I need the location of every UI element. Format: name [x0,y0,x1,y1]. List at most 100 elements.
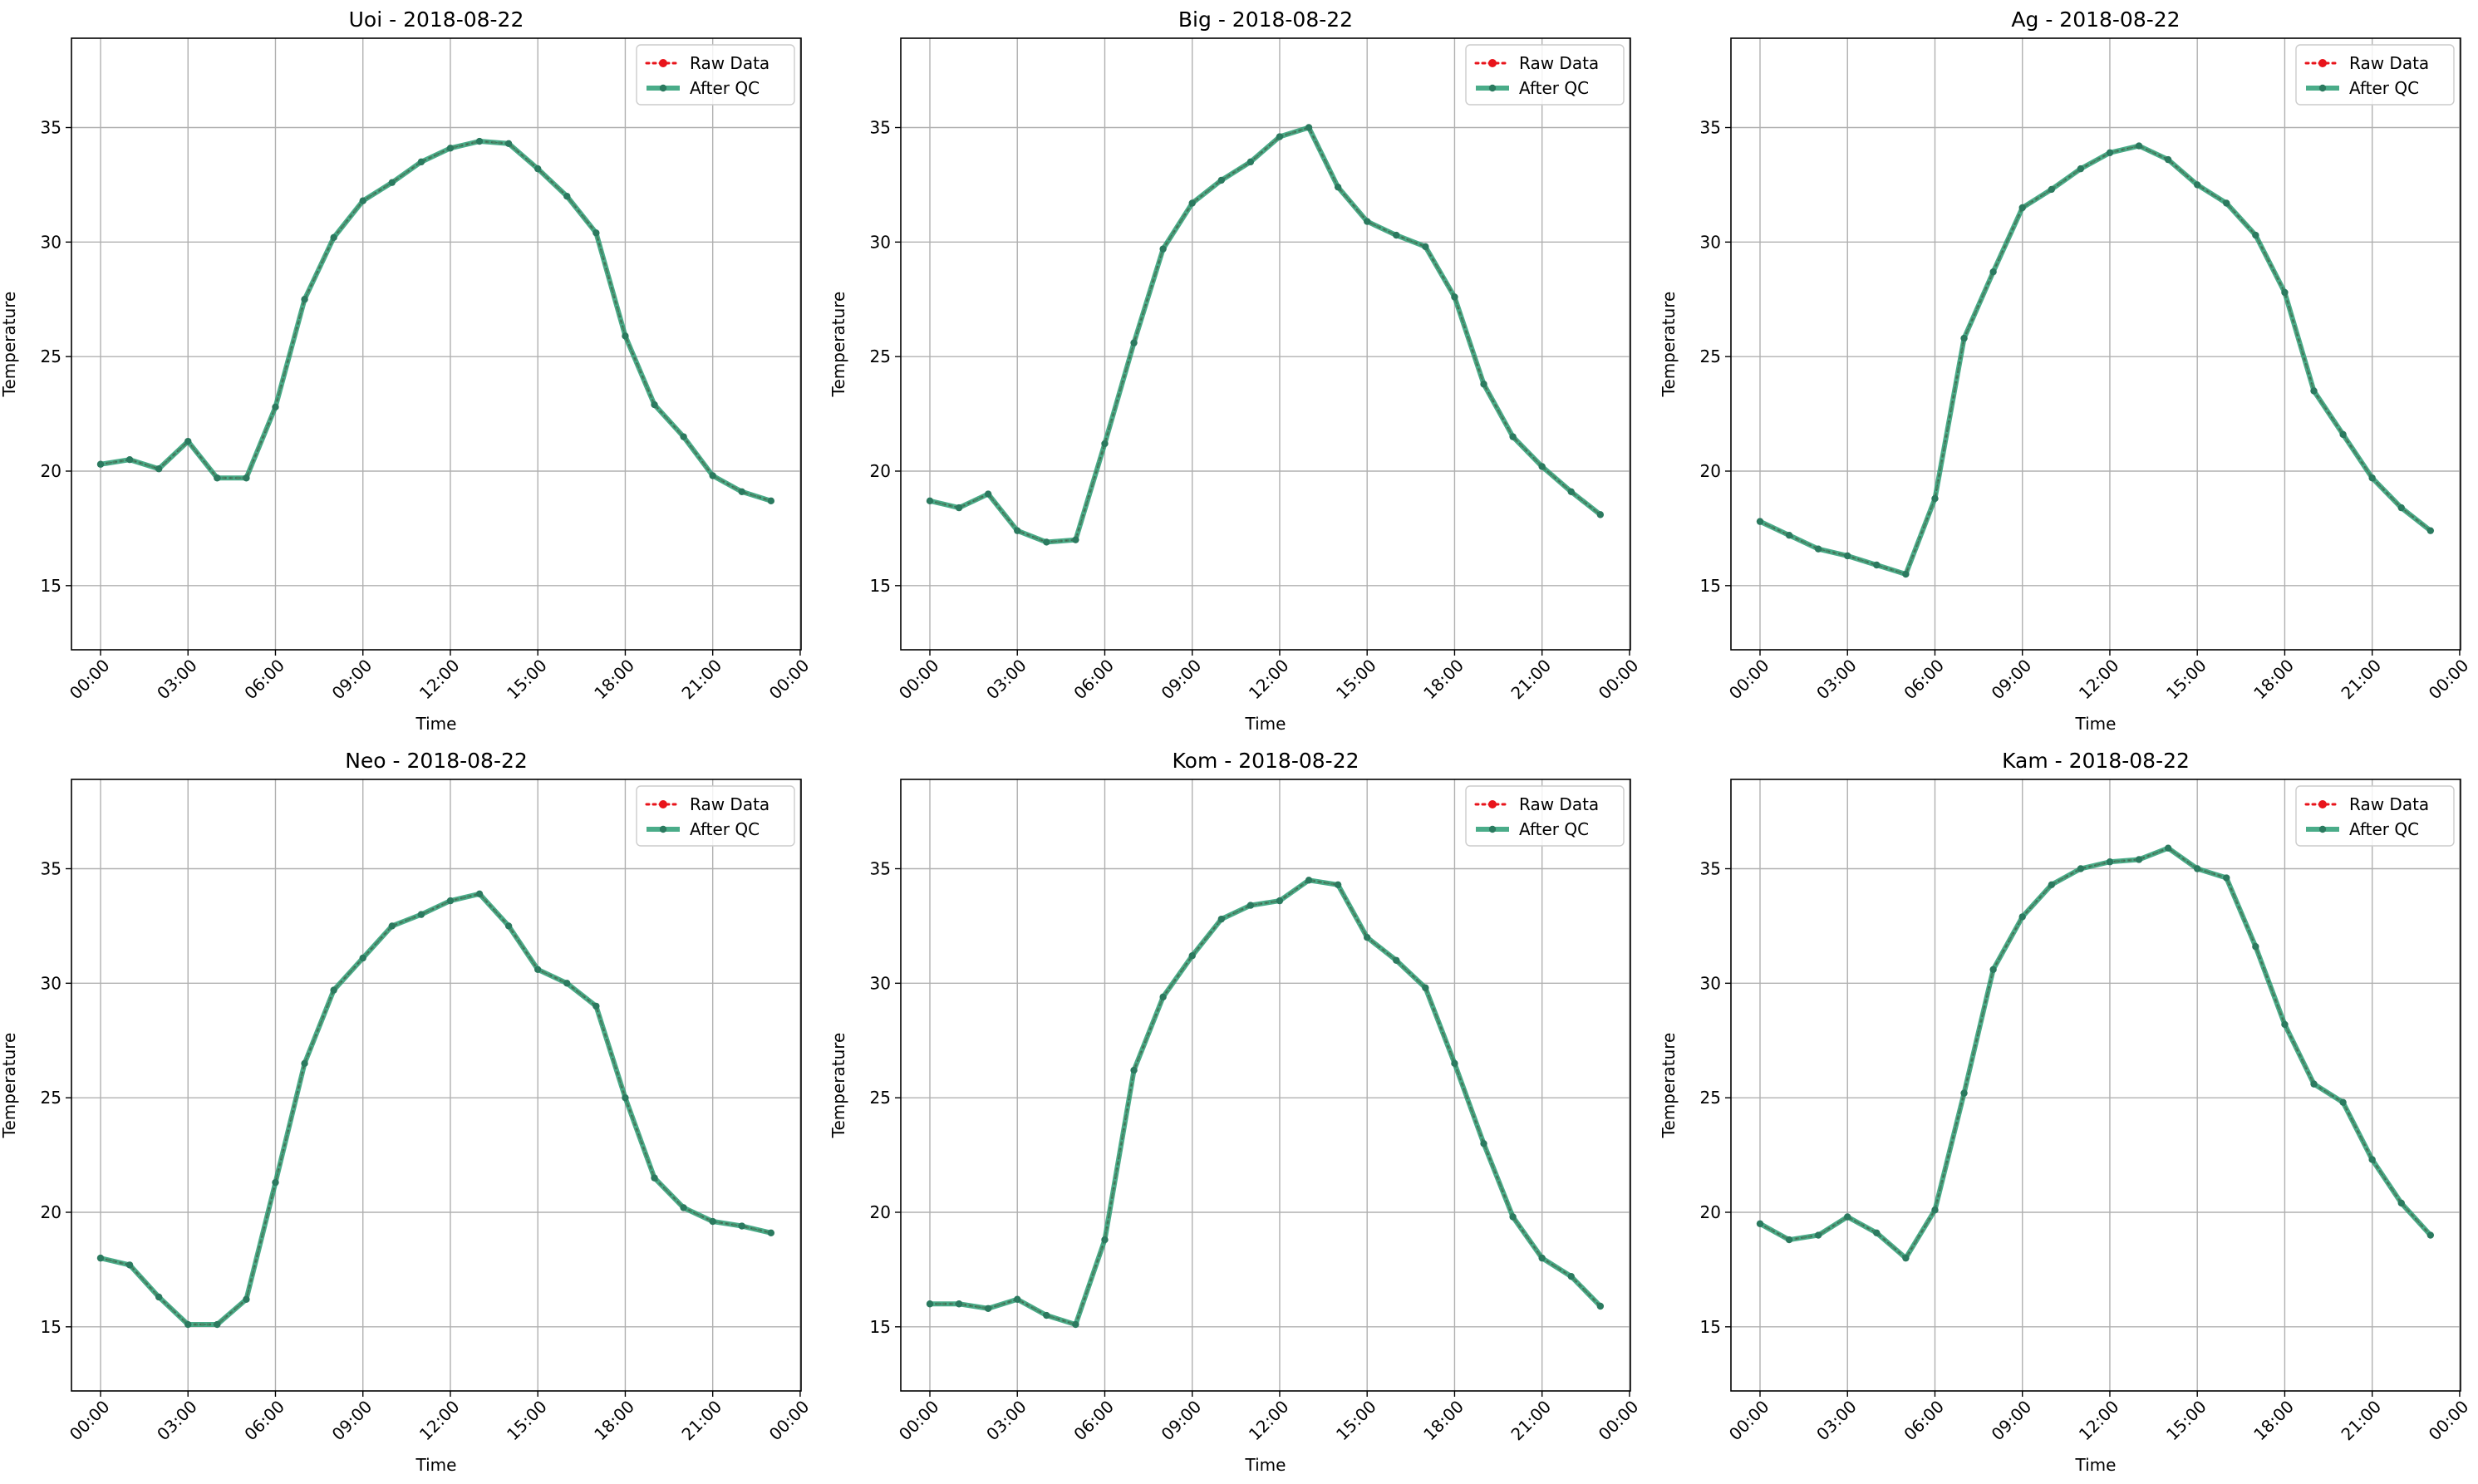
data-point [475,137,484,145]
x-tick-label: 09:00 [328,1397,376,1445]
x-tick-label: 00:00 [765,656,814,704]
data-point [1334,881,1342,889]
data-point [1509,433,1517,440]
x-tick-label: 00:00 [765,1397,814,1445]
y-tick-label: 35 [1700,118,1721,138]
x-tick-label: 21:00 [2337,656,2385,704]
data-point [2252,231,2259,239]
data-point [926,1300,934,1308]
series-line-raw-overlay [1759,847,2431,1260]
legend: Raw Data After QC [2295,785,2455,847]
data-point [1538,1254,1546,1262]
data-point [1422,243,1429,251]
data-point [2339,1098,2347,1106]
legend-marker-raw-data [659,59,667,67]
data-point [1276,897,1284,905]
data-point [214,474,221,482]
legend-label-after-qc: After QC [690,819,760,839]
data-point [475,890,484,898]
x-tick-label: 09:00 [1158,1397,1206,1445]
series-line-raw-overlay [100,140,772,502]
data-point [2048,185,2055,194]
x-tick-label: 00:00 [895,1397,943,1445]
data-point [1960,334,1968,342]
data-point [2135,142,2143,150]
data-point [651,1174,658,1182]
x-tick-label: 21:00 [1507,656,1555,704]
y-tick-label: 30 [41,232,61,252]
data-point [125,456,134,464]
x-tick-label: 00:00 [1725,1397,1773,1445]
data-point [709,1217,716,1226]
x-tick-label: 03:00 [1812,656,1861,704]
data-point [563,193,571,200]
x-tick-label: 18:00 [1419,656,1468,704]
data-point [1814,545,1822,553]
y-tick-label: 15 [1700,576,1721,596]
data-point [1014,527,1021,534]
legend-label-after-qc: After QC [690,78,760,98]
data-point [1159,993,1167,1001]
data-point [2310,387,2318,395]
x-tick-label: 06:00 [240,656,288,704]
data-point [738,488,745,495]
y-tick-label: 30 [870,232,891,252]
grid [71,38,801,650]
grid [1731,779,2461,1391]
data-point [1902,1254,1910,1262]
data-point [2018,913,2026,921]
data-point [1989,268,1997,276]
y-tick-label: 25 [1700,346,1721,366]
data-point [243,1295,250,1303]
data-point [1451,1059,1458,1068]
data-point [1043,538,1050,546]
legend: Raw Data After QC [2295,44,2455,106]
grid [901,38,1630,650]
data-point [2135,856,2143,863]
y-tick-label: 20 [870,1202,891,1222]
data-point [1159,245,1167,253]
y-tick-label: 15 [41,1317,61,1337]
data-point [1756,518,1764,525]
data-point [1480,381,1487,388]
data-point [767,497,775,505]
legend: Raw Data After QC [636,785,795,847]
series-line-after-qc [100,139,772,504]
axes-frame [900,37,1631,651]
axes-frame [71,779,802,1392]
legend: Raw Data After QC [1465,785,1625,847]
subplot-6: 15 20 25 30 35 00:00 03:00 06:00 09:00 12:00 15:00… [1659,749,2472,1475]
x-tick-label: 21:00 [677,656,725,704]
x-tick-label: 18:00 [590,656,638,704]
data-point [622,332,629,340]
x-tick-label: 03:00 [982,656,1030,704]
data-point [1873,561,1881,569]
data-point [1217,176,1226,184]
data-point [155,1293,163,1301]
data-point [651,400,658,409]
data-point [2339,430,2347,439]
data-point [1960,1089,1968,1097]
x-tick-label: 06:00 [1900,656,1948,704]
data-point [155,465,163,473]
data-point [2426,1231,2435,1239]
x-axis-label: Time [415,714,457,734]
data-point [1422,984,1429,992]
subplot-title: Uoi - 2018-08-22 [349,7,524,32]
series-line-raw-data [928,125,1602,543]
data-point [1567,1272,1575,1280]
grid [71,779,801,1391]
data-point [301,1059,308,1068]
data-point [955,1300,963,1308]
subplot-title: Kom - 2018-08-22 [1173,749,1359,773]
x-tick-label: 12:00 [2075,1397,2123,1445]
legend-marker-after-qc [659,825,667,833]
y-tick-label: 35 [870,118,891,138]
data-point [984,490,992,498]
x-tick-label: 06:00 [1069,656,1118,704]
legend-marker-raw-data [659,800,667,808]
y-tick-label: 20 [41,461,61,481]
series-line-after-qc [1758,143,2432,577]
subplot-1: 15 20 25 30 35 00:00 03:00 06:00 09:00 12:00 15:00… [0,7,813,734]
